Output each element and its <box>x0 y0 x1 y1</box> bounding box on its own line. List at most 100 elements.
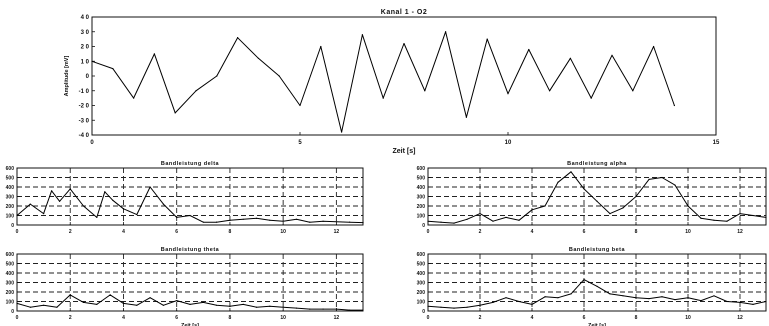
data-point <box>257 57 259 59</box>
data-point <box>609 213 611 215</box>
x-tick-label: 2 <box>69 229 72 235</box>
data-point <box>242 303 244 305</box>
data-point <box>528 48 530 51</box>
y-tick-label: -1 0 <box>79 89 90 95</box>
data-point <box>195 90 197 92</box>
y-tick-label: 400 <box>6 271 15 277</box>
data-point <box>557 297 559 299</box>
y-tick-label: 100 <box>417 299 426 305</box>
data-point <box>162 203 164 205</box>
x-tick-label: 4 <box>531 229 534 235</box>
data-point <box>465 116 467 118</box>
data-point <box>440 221 442 223</box>
data-point <box>466 306 468 308</box>
data-point <box>82 301 85 304</box>
data-point <box>295 218 298 220</box>
data-point <box>136 304 138 306</box>
x-tick-label: 0 <box>16 229 19 235</box>
y-tick-label: -3 0 <box>79 118 90 124</box>
x-tick-label: 10 <box>685 229 691 235</box>
data-point <box>713 219 715 221</box>
data-point <box>16 214 18 217</box>
chart-beta: 600 500 400 300 200 100 00 2 4 6 8 10 12 Bandleistung… <box>6 161 364 235</box>
x-tick-label: 0 <box>16 315 19 321</box>
y-tick-label: 300 <box>6 280 15 286</box>
x-tick-label: 5 <box>298 140 302 146</box>
data-point <box>309 221 311 223</box>
data-point <box>661 296 663 298</box>
y-tick-label: 400 <box>417 185 426 191</box>
data-point <box>216 75 218 77</box>
data-point <box>278 75 280 77</box>
x-tick-label: 2 <box>479 315 482 321</box>
data-point <box>320 45 322 48</box>
data-point <box>43 213 45 215</box>
x-tick-label: 12 <box>334 229 340 235</box>
x-tick-label: 2 <box>69 315 72 321</box>
data-point <box>492 220 494 222</box>
data-point <box>82 205 85 207</box>
data-point <box>361 34 363 36</box>
data-point <box>269 219 271 221</box>
data-point <box>673 104 676 107</box>
data-point <box>174 112 176 114</box>
data-point <box>202 301 204 304</box>
x-tick-label: 12 <box>737 229 743 235</box>
x-tick-label: 12 <box>737 315 743 321</box>
chart-title: Bandleistung alpha <box>567 161 627 167</box>
data-point <box>255 217 258 219</box>
data-point <box>69 188 71 190</box>
data-point <box>29 203 31 205</box>
y-tick-label: 0 <box>11 309 14 315</box>
data-point <box>229 305 231 307</box>
data-point <box>453 222 455 224</box>
data-point <box>309 308 311 310</box>
data-point <box>133 97 135 99</box>
data-point <box>109 294 111 296</box>
data-point <box>153 53 155 55</box>
x-tick-label: 0 <box>427 315 430 321</box>
x-tick-label: 10 <box>685 315 691 321</box>
data-point <box>96 303 98 305</box>
data-point <box>674 184 676 186</box>
data-point <box>136 213 138 216</box>
y-tick-label: 3 0 <box>81 30 90 36</box>
y-tick-label: 500 <box>417 261 426 267</box>
data-point <box>43 304 45 306</box>
data-point <box>739 213 741 215</box>
data-point <box>635 195 637 198</box>
y-tick-label: 600 <box>6 166 15 172</box>
y-tick-label: 300 <box>417 280 426 286</box>
y-tick-label: 2 0 <box>81 45 90 51</box>
data-point <box>58 200 61 202</box>
data-point <box>229 219 231 221</box>
data-point <box>29 306 31 308</box>
data-point <box>112 68 114 70</box>
data-point <box>648 298 650 300</box>
y-tick-label: 100 <box>6 213 15 219</box>
x-tick-label: 0 <box>90 140 94 146</box>
data-point <box>335 221 337 223</box>
data-point <box>295 307 298 309</box>
data-point <box>687 205 689 207</box>
data-point <box>486 38 488 40</box>
x-tick-label: 10 <box>505 140 512 146</box>
x-tick-label: 8 <box>229 315 232 321</box>
data-point <box>189 303 191 305</box>
x-tick-label: 10 <box>280 315 286 321</box>
data-point <box>122 302 125 304</box>
data-point <box>752 303 754 305</box>
x-axis-label: Zeit [s] <box>181 323 199 326</box>
data-point <box>492 301 494 304</box>
data-point <box>466 218 468 220</box>
data-point <box>255 306 258 308</box>
data-point <box>382 97 384 99</box>
data-point <box>91 60 93 62</box>
y-tick-label: 600 <box>417 252 426 258</box>
x-tick-label: 0 <box>427 229 430 235</box>
data-point <box>149 186 151 188</box>
data-point <box>269 305 271 307</box>
chart-main: 4 03 02 01 00-1 0-2 0-3 0-4 00 5 10 15Kanal… <box>64 9 720 155</box>
x-tick-label: 10 <box>280 229 286 235</box>
